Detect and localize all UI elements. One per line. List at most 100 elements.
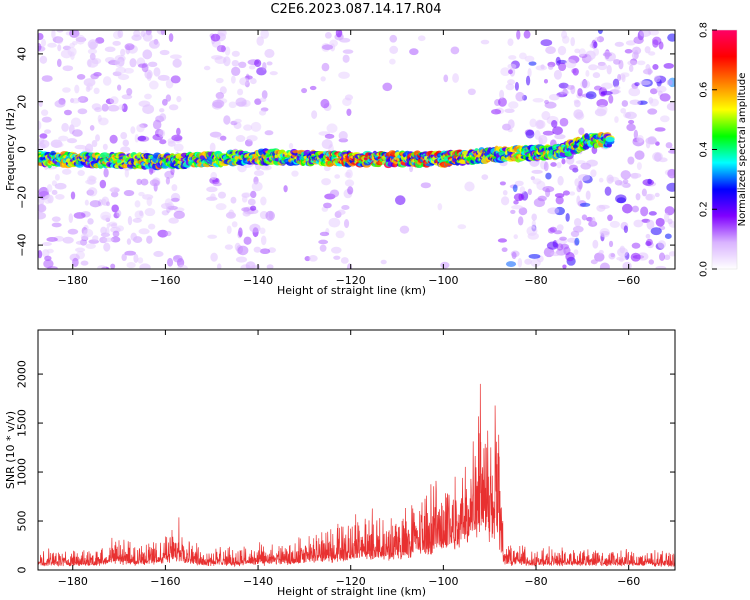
noise-blob — [586, 216, 593, 222]
noise-blob — [561, 158, 566, 165]
snr-series-line — [38, 383, 675, 568]
noise-blob — [554, 133, 566, 140]
noise-blob — [620, 107, 627, 114]
noise-blob — [382, 82, 393, 92]
noise-blob — [102, 143, 108, 151]
noise-blob — [237, 245, 249, 256]
noise-blob — [103, 242, 111, 252]
snr-x-tick-label: −80 — [524, 575, 547, 588]
noise-blob — [491, 108, 502, 115]
noise-blob — [249, 223, 261, 233]
noise-blob — [219, 86, 227, 95]
noise-blob — [148, 223, 156, 230]
noise-blob — [620, 170, 631, 180]
snr-x-tick-label: −140 — [243, 575, 273, 588]
noise-blob — [39, 55, 48, 64]
noise-blob — [457, 224, 467, 230]
noise-blob — [550, 251, 561, 257]
noise-blob — [667, 33, 675, 42]
noise-blob — [243, 124, 253, 131]
noise-blob — [613, 59, 621, 65]
noise-blob — [532, 178, 542, 185]
noise-blob — [546, 241, 559, 250]
snr-y-tick-label: 2000 — [16, 360, 29, 388]
noise-blob — [51, 142, 64, 148]
noise-blob — [452, 73, 459, 83]
noise-blob — [533, 198, 546, 208]
noise-blob — [334, 174, 341, 179]
noise-blob — [648, 259, 655, 265]
noise-blob — [41, 38, 47, 47]
noise-blob — [573, 99, 580, 104]
noise-blob — [291, 170, 299, 177]
noise-blob — [264, 130, 274, 136]
noise-blob — [338, 131, 348, 141]
noise-blob — [606, 174, 614, 184]
noise-blob — [335, 230, 345, 239]
noise-blob — [243, 236, 252, 245]
noise-blob — [120, 146, 131, 153]
noise-blob — [664, 233, 672, 239]
noise-blob — [646, 238, 653, 246]
noise-blob — [529, 118, 537, 128]
noise-blob — [628, 119, 635, 125]
noise-blob — [380, 259, 387, 265]
noise-blob — [166, 257, 174, 267]
noise-blob — [645, 193, 653, 201]
noise-blob — [570, 230, 580, 238]
noise-blob — [69, 42, 76, 48]
noise-blob — [578, 173, 590, 182]
noise-blob — [525, 129, 535, 139]
noise-blob — [38, 100, 43, 107]
snr-x-tick-label: −120 — [336, 575, 366, 588]
noise-blob — [124, 43, 135, 51]
noise-blob — [253, 170, 265, 177]
noise-blob — [601, 82, 613, 90]
noise-blob — [87, 48, 98, 55]
noise-blob — [85, 243, 96, 250]
noise-blob — [559, 236, 567, 241]
noise-blob — [540, 39, 553, 47]
noise-blob — [247, 198, 256, 206]
noise-blob — [87, 218, 94, 225]
noise-blob — [344, 94, 354, 101]
noise-blob — [464, 181, 475, 192]
noise-blob — [68, 213, 74, 224]
noise-blob — [173, 210, 185, 219]
noise-blob — [61, 168, 72, 175]
noise-blob — [38, 32, 44, 41]
noise-blob — [228, 209, 235, 218]
snr-y-axis-label: SNR (10 * v/v) — [4, 411, 17, 489]
noise-blob — [553, 230, 563, 235]
noise-blob — [253, 246, 262, 253]
noise-blob — [481, 174, 489, 180]
noise-blob — [38, 203, 45, 213]
noise-blob — [250, 78, 257, 85]
snr-x-tick-label: −180 — [58, 575, 88, 588]
noise-blob — [597, 63, 608, 71]
noise-blob — [636, 162, 642, 171]
noise-blob — [536, 120, 546, 129]
noise-blob — [215, 92, 225, 100]
noise-blob — [235, 135, 246, 143]
noise-blob — [266, 61, 273, 66]
noise-blob — [46, 236, 58, 242]
noise-blob — [592, 239, 599, 249]
noise-blob — [656, 85, 667, 93]
colorbar-tick-label: 0.0 — [699, 261, 710, 277]
noise-blob — [223, 56, 231, 67]
noise-blob — [574, 237, 580, 246]
noise-blob — [58, 135, 69, 142]
noise-blob — [652, 63, 659, 70]
noise-blob — [269, 71, 278, 76]
noise-blob — [91, 139, 98, 148]
noise-blob — [573, 249, 579, 255]
noise-blob — [124, 168, 130, 178]
noise-blob — [80, 260, 89, 266]
noise-blob — [562, 264, 567, 269]
noise-blob — [505, 83, 515, 91]
noise-blob — [574, 48, 581, 54]
noise-blob — [70, 191, 76, 200]
noise-blob — [245, 261, 256, 269]
noise-blob — [498, 97, 507, 107]
